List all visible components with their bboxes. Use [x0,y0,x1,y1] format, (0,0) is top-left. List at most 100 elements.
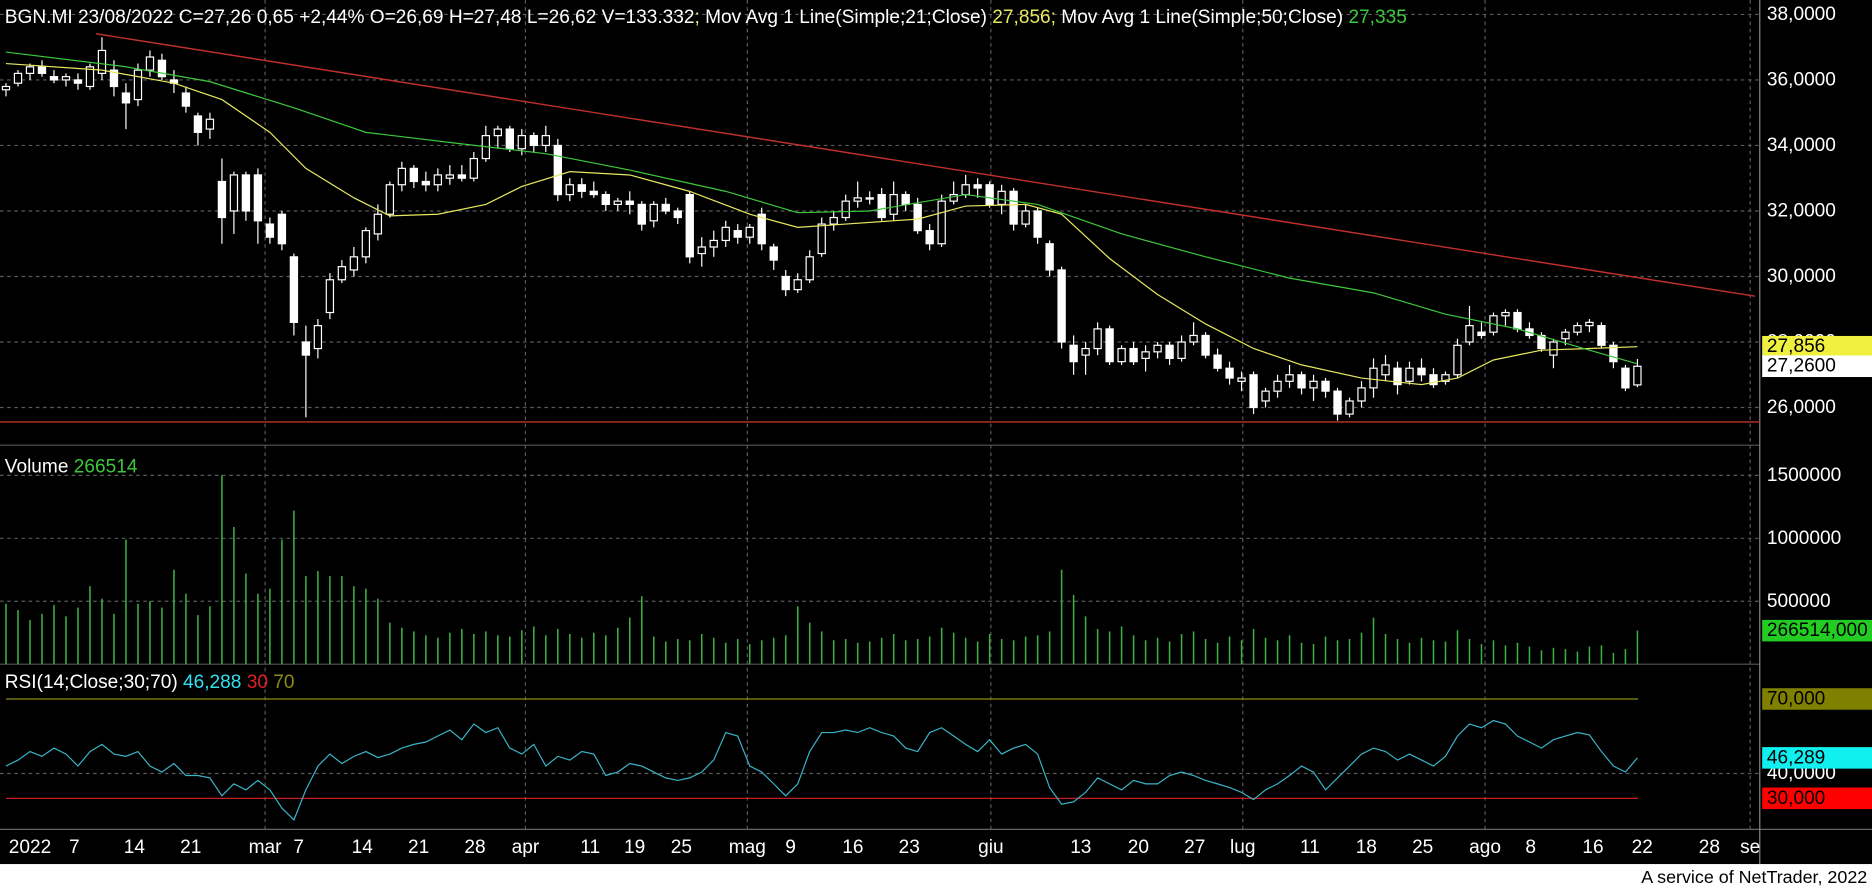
legend-level: 30 [247,672,268,693]
footer: A service of NetTrader, 2022 [1641,867,1867,887]
candle-body [517,135,526,150]
x-tick-label: 7 [293,837,304,858]
trend-line [95,33,1756,297]
moving-average [5,51,1638,365]
y-tick-label: 36,0000 [1767,69,1836,90]
candle-body [877,193,886,219]
candle-body [1297,374,1306,389]
candle-body [937,200,946,245]
candle-body [1477,331,1486,337]
candle-body [961,184,970,196]
x-tick-label: 16 [1582,837,1603,858]
x-tick-label: 25 [1412,837,1433,858]
candle-body [757,213,766,245]
x-tick-label: 23 [899,837,920,858]
candle-body [1501,311,1510,317]
rsi-line [5,719,1638,821]
candle-body [1369,367,1378,389]
candle-body [721,226,730,242]
candle-body [349,256,359,271]
value-tag-label: 27,2600 [1767,356,1836,377]
candle-body [97,49,107,74]
candle-body [853,197,862,202]
candle-body [1237,377,1246,382]
candle-body [1513,311,1522,330]
candle-body [649,203,658,222]
candle-body [289,256,299,323]
x-tick-label: 8 [1525,837,1536,858]
candle-body [241,174,251,212]
candle-body [769,246,778,261]
price-legend: BGN.MI 23/08/2022 C=27,26 0,65 +2,44% O=… [5,6,1407,27]
y-tick-label: 38,0000 [1767,4,1836,25]
candle-body [541,135,550,147]
candle-body [1129,347,1138,363]
candle-body [913,203,922,232]
x-tick-label: 2022 [9,837,51,858]
candle-body [505,128,514,150]
candle-body [1381,364,1390,376]
candle-body [781,275,790,291]
candle-body [1585,321,1594,327]
candle-body [157,59,167,78]
value-tag [1762,787,1872,810]
value-tag [1762,688,1872,710]
legend-entry: Mov Avg 1 Line(Simple;21;Close) [705,6,987,27]
candle-body [637,203,646,225]
candle-body [109,69,119,88]
candle-body [1405,367,1414,382]
footer-bar [0,864,1872,888]
candle-body [217,180,227,219]
candle-body [1249,374,1258,409]
legend-value: 27,856 [992,6,1050,27]
x-tick-label: 28 [1699,837,1720,858]
x-tick-label: 27 [1184,837,1205,858]
candle-body [577,184,586,192]
candle-body [397,167,407,186]
candle-body [865,197,874,200]
candle-body [1393,367,1402,386]
legend-entry: Mov Avg 1 Line(Simple;50;Close) [1061,6,1343,27]
candle-body [1021,210,1030,225]
candle-body [13,72,23,84]
legend-value: 27,335 [1348,6,1406,27]
x-tick-label: 9 [785,837,796,858]
candle-body [277,213,287,245]
x-tick-label: 25 [671,837,692,858]
x-tick-label: 28 [464,837,485,858]
candle-body [1597,325,1606,346]
grid [0,0,1760,830]
legend-value: 46,288 [183,672,241,693]
candle-body [973,184,982,189]
candle-body [1141,351,1150,359]
candle-body [1549,341,1558,356]
candle-body [733,230,742,238]
candle-body [1561,331,1570,340]
candle-body [469,157,479,179]
candle-body [493,128,503,137]
candle-body [1165,344,1174,359]
candle-body [613,200,622,206]
candle-body [661,203,670,212]
candle-body [385,184,395,215]
candle-body [37,66,47,74]
candle-body [925,230,934,245]
candle-body [61,76,71,81]
candle-body [985,184,994,206]
candle-body [529,135,538,147]
candle-body [1333,390,1342,415]
x-tick-label: 14 [124,837,146,858]
y-tick-label: 30,0000 [1767,266,1836,287]
candle-body [1069,344,1078,363]
candle-body [709,239,718,248]
value-tag-label: 70,000 [1767,688,1825,709]
panel-title: RSI(14;Close;30;70) [5,672,178,693]
value-tag [1762,355,1872,378]
candle-body [433,174,443,186]
x-tick-label: 21 [408,837,429,858]
candle-body [1105,328,1114,363]
candle-body [193,115,203,133]
candle-body [1033,210,1042,238]
